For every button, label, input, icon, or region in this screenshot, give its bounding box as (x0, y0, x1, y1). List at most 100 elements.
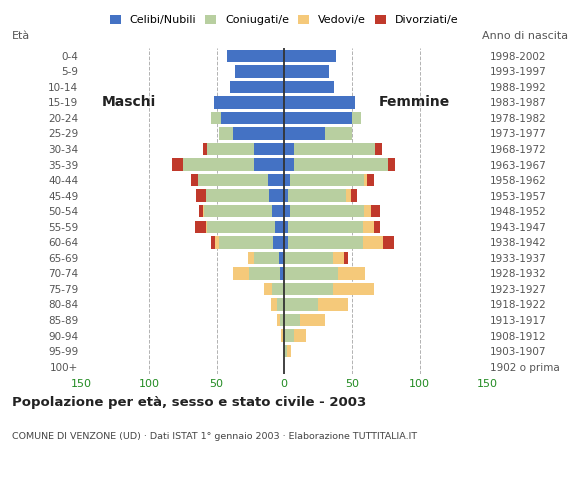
Bar (203, 205, 204, 217)
Bar (284, 205, 289, 217)
Bar (271, 298, 277, 311)
Bar (289, 174, 364, 186)
Bar (219, 127, 233, 140)
Bar (284, 236, 288, 249)
Bar (284, 298, 318, 311)
Bar (287, 345, 291, 357)
Bar (284, 190, 288, 202)
Bar (284, 96, 354, 108)
Bar (207, 143, 255, 155)
Bar (371, 205, 380, 217)
Bar (288, 220, 362, 233)
Bar (383, 236, 394, 249)
Bar (284, 220, 288, 233)
Bar (284, 345, 287, 357)
Bar (283, 329, 284, 342)
Bar (275, 220, 284, 233)
Bar (284, 158, 293, 171)
Bar (364, 174, 367, 186)
Bar (183, 158, 255, 171)
Bar (268, 174, 284, 186)
Bar (272, 205, 284, 217)
Bar (284, 283, 333, 295)
Bar (364, 205, 371, 217)
Bar (211, 112, 220, 124)
Bar (362, 236, 383, 249)
Bar (207, 220, 275, 233)
Bar (214, 96, 284, 108)
Bar (284, 127, 325, 140)
Bar (375, 143, 382, 155)
Text: Popolazione per età, sesso e stato civile - 2003: Popolazione per età, sesso e stato civil… (12, 396, 366, 408)
Bar (293, 158, 389, 171)
Bar (273, 236, 284, 249)
Bar (284, 267, 338, 279)
Bar (230, 81, 284, 93)
Bar (203, 143, 207, 155)
Bar (338, 267, 365, 279)
Bar (215, 236, 219, 249)
Bar (281, 329, 283, 342)
Bar (289, 205, 364, 217)
Bar (284, 81, 334, 93)
Bar (344, 252, 348, 264)
Bar (288, 190, 346, 202)
Bar (284, 143, 293, 155)
Bar (172, 158, 183, 171)
Bar (284, 252, 333, 264)
Bar (264, 283, 272, 295)
Bar (284, 112, 352, 124)
Bar (280, 314, 284, 326)
Bar (220, 112, 284, 124)
Bar (346, 190, 350, 202)
Bar (284, 174, 289, 186)
Bar (255, 252, 279, 264)
Bar (277, 298, 284, 311)
Bar (249, 267, 280, 279)
Bar (233, 127, 284, 140)
Bar (284, 329, 293, 342)
Bar (272, 283, 284, 295)
Text: Maschi: Maschi (102, 96, 156, 109)
Bar (300, 314, 325, 326)
Bar (227, 49, 284, 62)
Bar (284, 314, 300, 326)
Bar (233, 267, 249, 279)
Bar (206, 190, 269, 202)
Bar (374, 220, 380, 233)
Bar (333, 252, 344, 264)
Text: Femmine: Femmine (379, 96, 450, 109)
Bar (284, 49, 336, 62)
Bar (284, 65, 329, 78)
Bar (389, 158, 395, 171)
Bar (318, 298, 348, 311)
Bar (277, 314, 280, 326)
Bar (219, 236, 273, 249)
Bar (280, 267, 284, 279)
Text: COMUNE DI VENZONE (UD) · Dati ISTAT 1° gennaio 2003 · Elaborazione TUTTITALIA.IT: COMUNE DI VENZONE (UD) · Dati ISTAT 1° g… (12, 432, 416, 441)
Bar (206, 220, 207, 233)
Bar (248, 252, 255, 264)
Text: Anno di nascita: Anno di nascita (483, 31, 568, 41)
Bar (293, 143, 375, 155)
Bar (279, 252, 284, 264)
Bar (293, 329, 306, 342)
Bar (211, 236, 215, 249)
Bar (196, 190, 206, 202)
Text: Età: Età (12, 31, 30, 41)
Bar (198, 174, 268, 186)
Bar (352, 112, 361, 124)
Bar (199, 205, 203, 217)
Bar (195, 220, 206, 233)
Bar (204, 205, 272, 217)
Bar (191, 174, 198, 186)
Bar (350, 190, 357, 202)
Bar (255, 158, 284, 171)
Bar (333, 283, 374, 295)
Bar (362, 220, 374, 233)
Bar (269, 190, 284, 202)
Bar (325, 127, 352, 140)
Bar (288, 236, 362, 249)
Legend: Celibi/Nubili, Coniugati/e, Vedovi/e, Divorziati/e: Celibi/Nubili, Coniugati/e, Vedovi/e, Di… (106, 11, 463, 30)
Bar (367, 174, 374, 186)
